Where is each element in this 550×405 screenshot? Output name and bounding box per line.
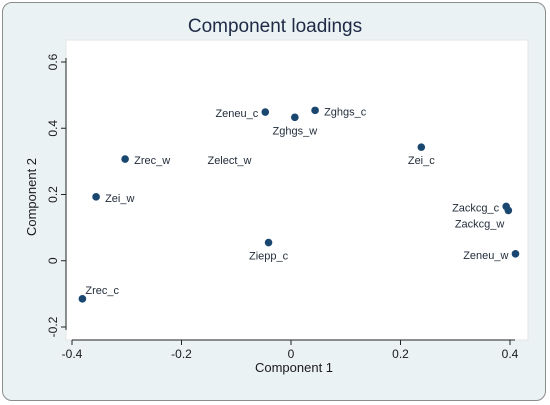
- data-point-label: Zei_c: [408, 155, 435, 167]
- data-point-label: Zghgs_w: [273, 125, 318, 137]
- data-point: [92, 193, 100, 201]
- y-tick-label: 0.6: [46, 53, 60, 70]
- data-point: [121, 155, 129, 163]
- chart-title: Component loadings: [188, 16, 362, 37]
- y-tick-label: 0.4: [46, 120, 60, 137]
- data-point: [511, 249, 520, 258]
- data-point-label: Zrec_c: [85, 285, 119, 297]
- data-point-label: Zeneu_c: [215, 108, 258, 120]
- data-point: [264, 238, 273, 247]
- y-tick-label: -0.2: [46, 316, 60, 337]
- data-point-label: Zelect_w: [207, 155, 251, 167]
- data-point-label: Zeneu_w: [463, 250, 508, 262]
- x-tick-label: -0.4: [62, 347, 83, 361]
- x-tick-label: -0.2: [171, 347, 192, 361]
- data-point: [261, 108, 270, 116]
- data-point: [311, 106, 319, 115]
- data-point-label: Ziepp_c: [249, 251, 289, 263]
- data-point-label: Zackcg_w: [455, 218, 505, 230]
- y-tick-label: 0: [46, 257, 60, 264]
- y-axis-title: Component 2: [24, 158, 39, 236]
- x-tick-label: 0.2: [392, 347, 409, 361]
- axis-ticks: -0.4 -0.2 0 0.2 0.4-0.200.20.40.6: [46, 53, 519, 361]
- data-point: [291, 113, 299, 122]
- y-tick-label: 0.2: [46, 186, 60, 203]
- x-tick-label: 0.4: [502, 347, 519, 361]
- x-tick-label: 0: [288, 347, 295, 361]
- data-point-label: Zackcg_c: [452, 202, 500, 214]
- data-point-label: Zghgs_c: [324, 106, 367, 118]
- x-axis-title: Component 1: [255, 360, 333, 375]
- data-point-label: Zei_w: [105, 193, 134, 205]
- data-point: [417, 143, 426, 151]
- plot-area: [65, 39, 529, 341]
- data-points: Zeneu_c Zghgs_w Zghgs_c Zei_c Zrec_w Zelect_w…: [78, 106, 520, 303]
- data-point-label: Zrec_w: [134, 155, 170, 167]
- data-point: [504, 206, 513, 215]
- data-point: [78, 295, 87, 303]
